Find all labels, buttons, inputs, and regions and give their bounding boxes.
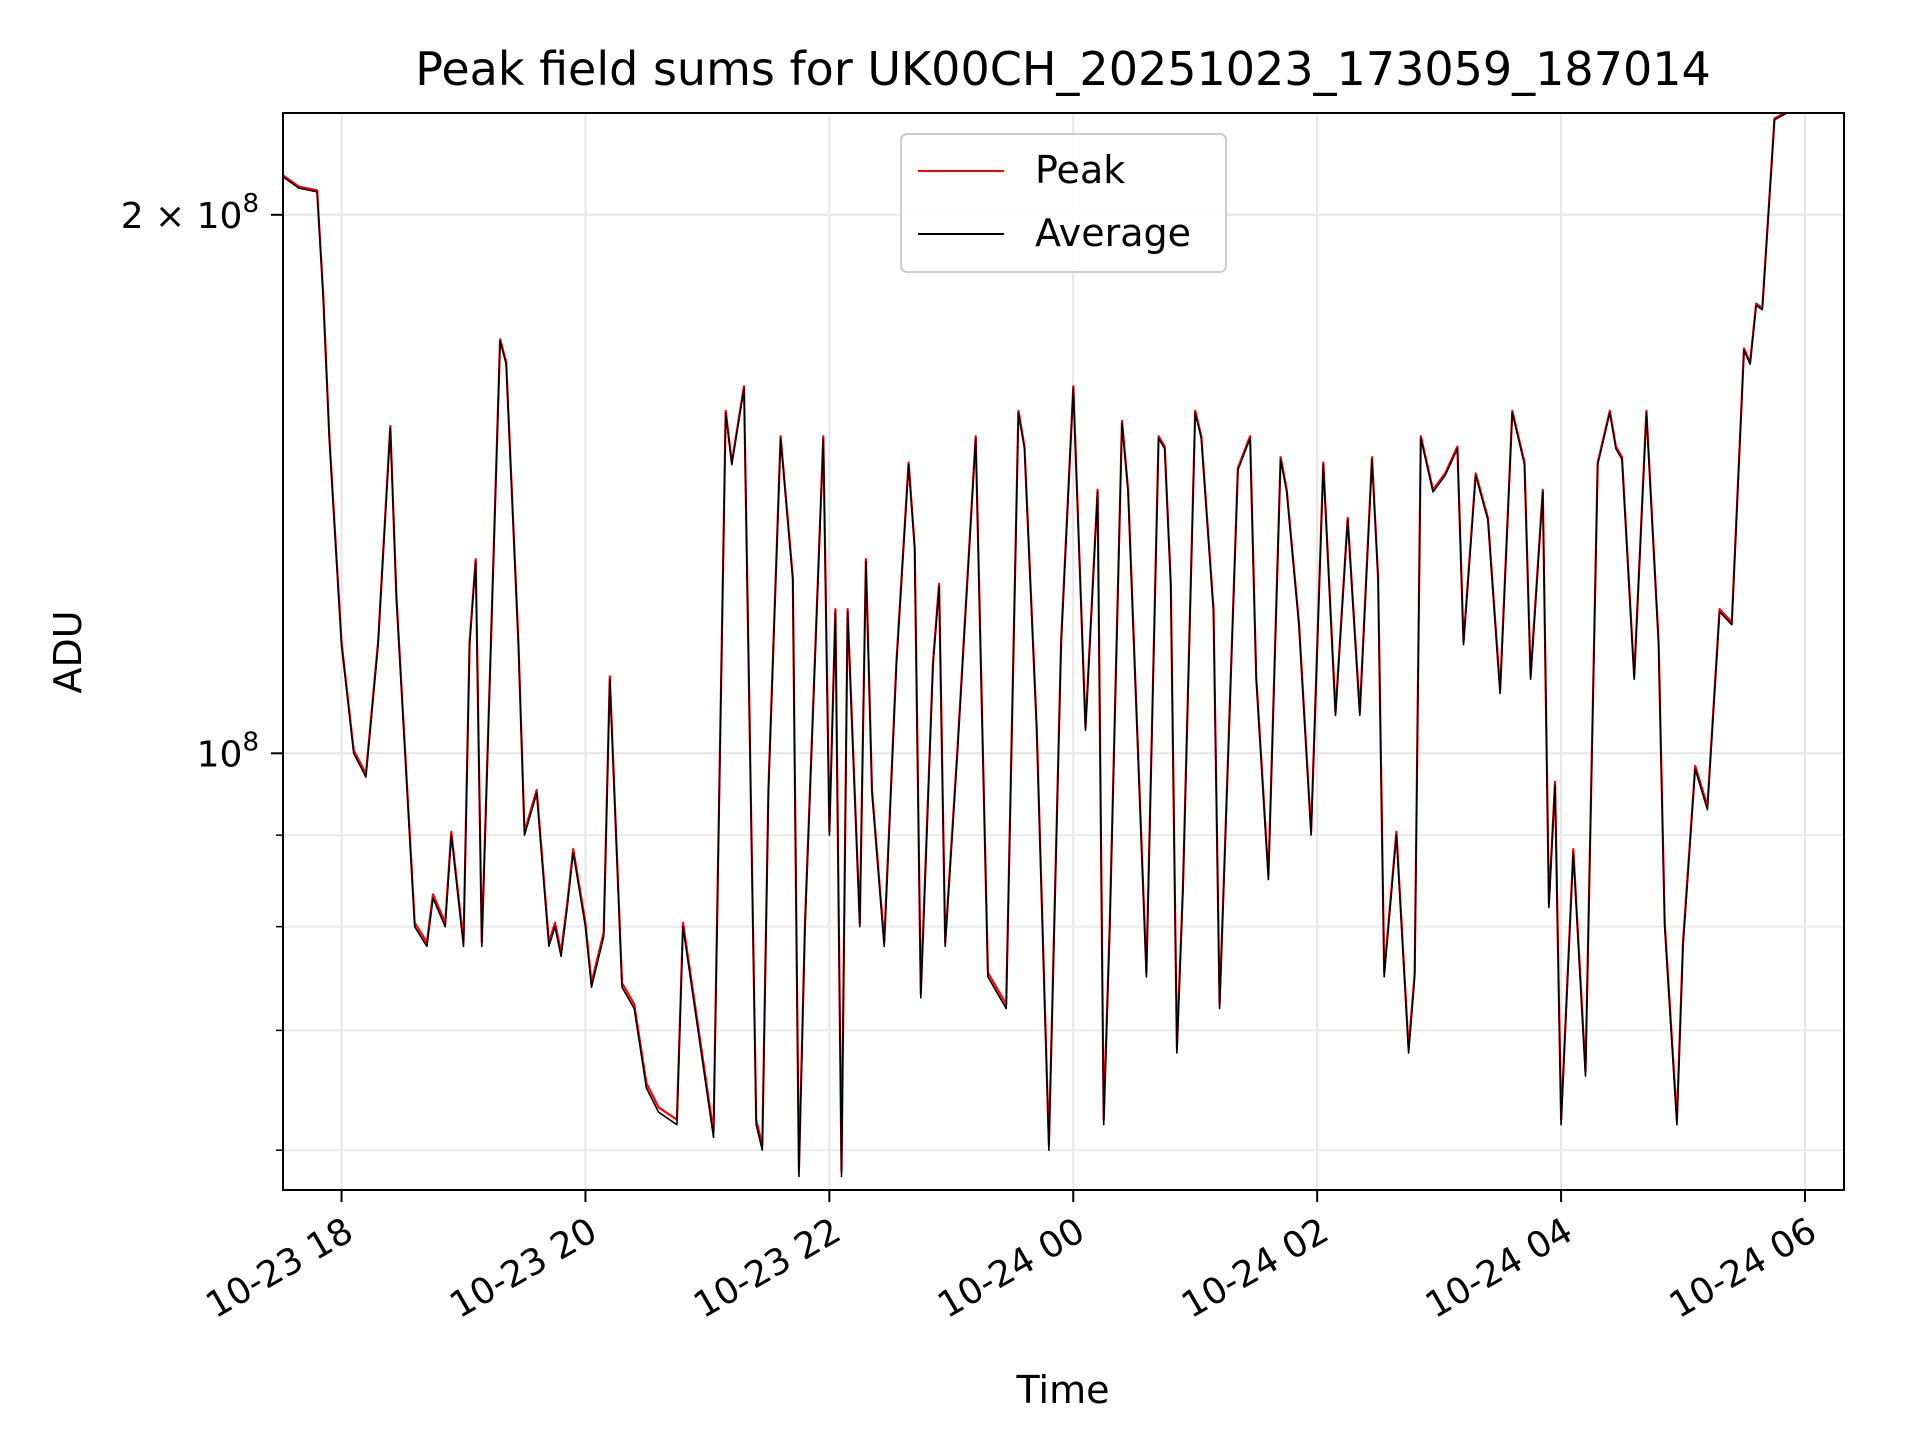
x-axis-label: Time: [1016, 1368, 1110, 1412]
y-tick-label: 2 × 108: [121, 189, 259, 237]
legend-average-label: Average: [1035, 211, 1191, 255]
average-series-line: [283, 113, 1788, 1178]
legend-box: [900, 133, 1227, 273]
plot-frame: [282, 112, 1845, 1191]
chart-title: Peak field sums for UK00CH_20251023_1730…: [415, 42, 1711, 96]
legend-peak-label: Peak: [1035, 148, 1125, 192]
legend: Peak Average: [900, 133, 1227, 273]
y-tick-label: 108: [197, 727, 259, 775]
y-axis-label: ADU: [46, 610, 90, 693]
series-layer: [283, 113, 1788, 1178]
